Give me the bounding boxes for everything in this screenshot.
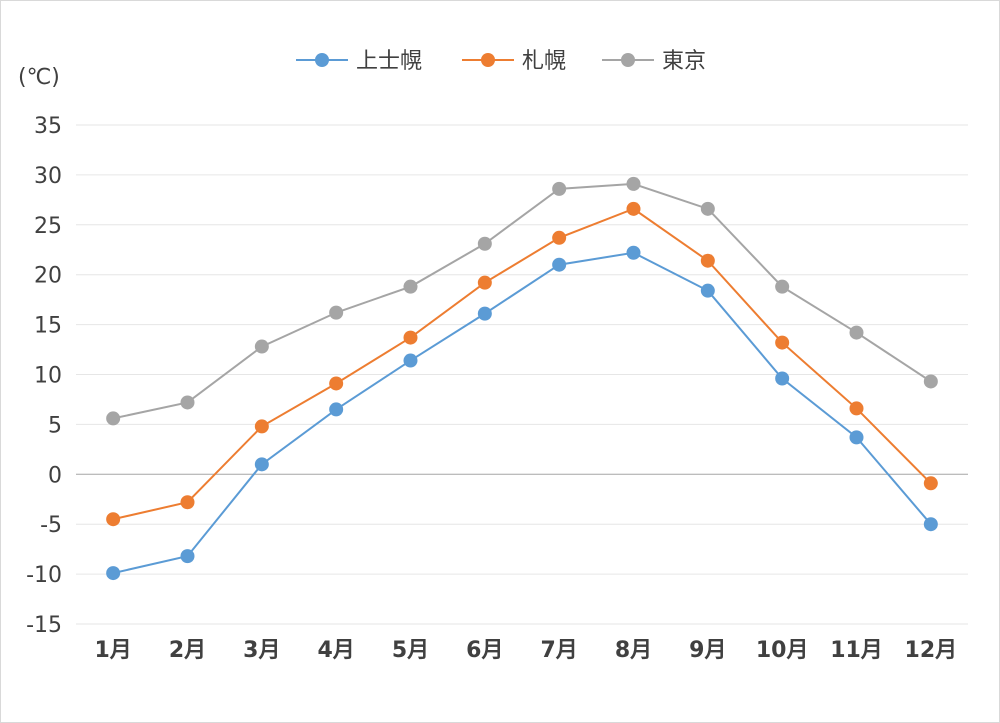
series-0: [106, 245, 938, 581]
x-tick-label: 11月: [830, 638, 883, 663]
legend-marker: [481, 53, 495, 67]
data-point: [403, 353, 418, 368]
data-point: [775, 371, 790, 386]
data-point: [403, 279, 418, 294]
data-point: [923, 374, 938, 389]
y-axis: 35 30 25 20 15 10 5 0 -5 -10 -15: [26, 114, 62, 638]
x-axis: 1月 2月 3月 4月 5月 6月 7月 8月 9月 10月 11月 12月: [95, 638, 958, 663]
x-tick-label: 3月: [243, 638, 280, 663]
legend-marker: [621, 53, 635, 67]
data-point: [254, 457, 269, 472]
data-point: [923, 517, 938, 532]
data-point: [180, 549, 195, 564]
data-point: [106, 512, 121, 527]
x-tick-label: 12月: [905, 638, 958, 663]
data-point: [254, 339, 269, 354]
data-point: [329, 376, 344, 391]
data-point: [477, 275, 492, 290]
x-tick-label: 2月: [169, 638, 206, 663]
x-tick-label: 5月: [392, 638, 429, 663]
data-point: [700, 201, 715, 216]
data-point: [552, 257, 567, 272]
data-point: [700, 253, 715, 268]
series-2: [106, 176, 938, 426]
y-tick-label: 25: [34, 214, 62, 239]
series-line: [112, 251, 932, 575]
x-tick-label: 1月: [95, 638, 132, 663]
data-point: [700, 283, 715, 298]
legend-item: 札幌: [462, 49, 566, 74]
data-point: [775, 335, 790, 350]
data-point: [849, 401, 864, 416]
y-tick-label: -15: [26, 613, 62, 638]
series-line: [112, 182, 932, 420]
data-point: [477, 306, 492, 321]
data-point: [626, 245, 641, 260]
y-tick-label: 35: [34, 114, 62, 139]
legend-marker: [315, 53, 329, 67]
series-layer: [106, 176, 938, 581]
data-point: [329, 402, 344, 417]
data-point: [849, 325, 864, 340]
data-point: [106, 566, 121, 581]
legend-item: 東京: [602, 49, 706, 74]
y-unit-label: (℃): [18, 65, 60, 90]
data-point: [403, 330, 418, 345]
data-point: [180, 395, 195, 410]
y-tick-label: 30: [34, 164, 62, 189]
legend-item: 上士幌: [296, 49, 422, 74]
y-tick-label: -10: [26, 563, 62, 588]
data-point: [626, 201, 641, 216]
legend: 上士幌 札幌 東京: [296, 49, 706, 74]
data-point: [254, 419, 269, 434]
data-point: [775, 279, 790, 294]
data-point: [552, 230, 567, 245]
grid-lines: [76, 124, 968, 625]
x-tick-label: 7月: [541, 638, 578, 663]
y-tick-label: 20: [34, 264, 62, 289]
y-tick-label: 5: [48, 413, 62, 438]
x-tick-label: 9月: [689, 638, 726, 663]
legend-label: 上士幌: [356, 49, 422, 74]
data-point: [477, 236, 492, 251]
x-tick-label: 4月: [318, 638, 355, 663]
y-tick-label: -5: [40, 513, 62, 538]
legend-label: 札幌: [522, 49, 566, 74]
x-tick-label: 8月: [615, 638, 652, 663]
series-1: [106, 201, 938, 527]
data-point: [180, 495, 195, 510]
data-point: [923, 476, 938, 491]
data-point: [329, 305, 344, 320]
legend-label: 東京: [662, 49, 706, 74]
y-tick-label: 15: [34, 314, 62, 339]
x-tick-label: 10月: [756, 638, 809, 663]
x-tick-label: 6月: [466, 638, 503, 663]
series-line: [112, 207, 932, 521]
y-tick-label: 0: [48, 463, 62, 488]
data-point: [552, 181, 567, 196]
data-point: [849, 430, 864, 445]
data-point: [106, 411, 121, 426]
data-point: [626, 176, 641, 191]
y-tick-label: 10: [34, 364, 62, 389]
